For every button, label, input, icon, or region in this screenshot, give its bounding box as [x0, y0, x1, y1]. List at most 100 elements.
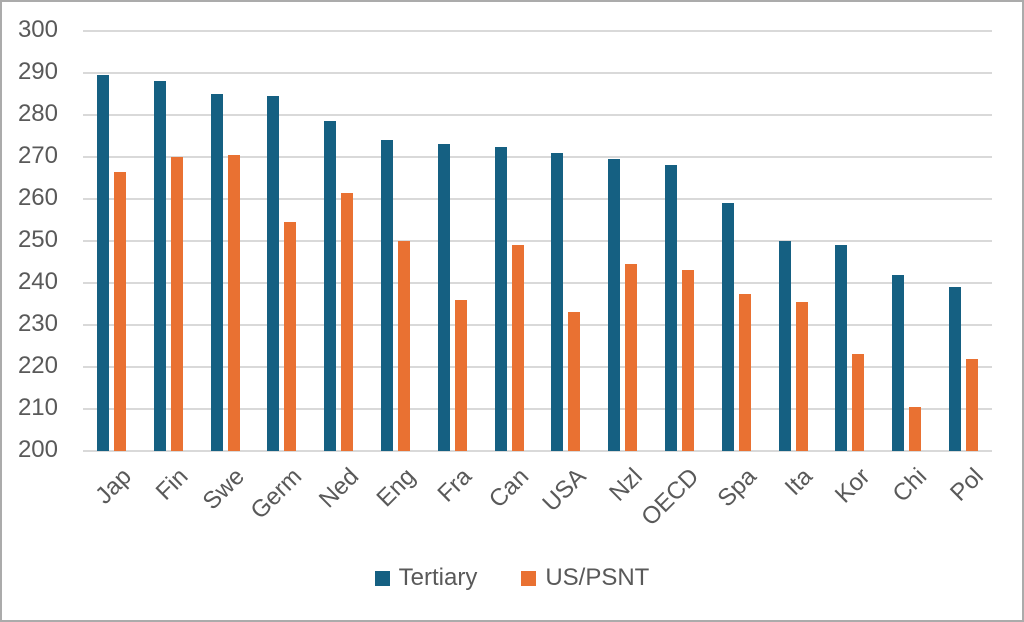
category-label: Eng: [371, 463, 421, 513]
us-psnt-bar: [625, 264, 638, 451]
x-axis-tick: Ned: [310, 455, 367, 550]
x-axis-tick: Pol: [935, 455, 992, 550]
tertiary-bar: [778, 241, 791, 451]
x-axis-tick: Nzl: [594, 455, 651, 550]
us-psnt-bar: [284, 222, 297, 451]
gridline: [83, 156, 992, 158]
category-label: Chi: [887, 463, 932, 508]
legend-label-tertiary: Tertiary: [398, 564, 478, 591]
category-label: Swe: [198, 463, 251, 516]
bar-group: [424, 31, 481, 451]
category-label: Fra: [432, 463, 478, 508]
bar-group: [878, 31, 935, 451]
y-axis-tick-label: 260: [17, 183, 58, 211]
category-label: Ned: [313, 463, 364, 514]
category-label: Kor: [829, 463, 876, 509]
plot-area: [83, 30, 992, 452]
y-axis-tick-label: 210: [17, 393, 58, 421]
tertiary-bar: [267, 96, 280, 451]
tertiary-bar: [96, 75, 109, 451]
category-label: Ita: [780, 463, 819, 501]
x-axis-tick: USA: [537, 455, 595, 550]
gridline: [83, 114, 992, 116]
bar-group: [310, 31, 367, 451]
us-psnt-bar: [170, 157, 183, 451]
gridline: [83, 408, 992, 410]
x-axis-tick: Ita: [765, 455, 822, 550]
us-psnt-bar: [966, 358, 979, 451]
category-label: Spa: [712, 463, 762, 513]
us-psnt-bar: [682, 270, 695, 451]
x-axis-tick: Swe: [197, 455, 254, 550]
bar-group: [708, 31, 765, 451]
us-psnt-bar: [341, 192, 354, 451]
legend-swatch-us-psnt: [521, 570, 537, 586]
gridline: [83, 324, 992, 326]
x-axis: Jap Fin Swe Germ Ned Eng Fra Can USA Nzl OECD Spa It…: [83, 455, 992, 550]
gridline: [83, 282, 992, 284]
y-axis-tick-label: 230: [17, 309, 58, 337]
y-axis-tick-label: 290: [17, 57, 58, 85]
y-axis-tick-label: 220: [17, 351, 58, 379]
tertiary-bar: [665, 165, 678, 451]
x-axis-tick: Can: [481, 455, 538, 550]
y-axis-tick-label: 240: [17, 267, 58, 295]
bar-group: [651, 31, 708, 451]
x-axis-tick: Germ: [245, 455, 310, 550]
tertiary-bar: [324, 121, 337, 451]
us-psnt-bar: [397, 241, 410, 451]
us-psnt-bar: [454, 299, 467, 451]
bar-group: [83, 31, 140, 451]
category-label: Can: [483, 463, 535, 514]
y-axis-tick-label: 300: [17, 15, 58, 43]
bar-group: [765, 31, 822, 451]
tertiary-bar: [949, 287, 962, 451]
bar-group: [481, 31, 538, 451]
gridlines-layer: [83, 30, 992, 452]
bar-group: [367, 31, 424, 451]
gridline: [83, 366, 992, 368]
y-axis-tick-label: 270: [17, 141, 58, 169]
us-psnt-bar: [568, 312, 581, 451]
tertiary-bar: [551, 152, 564, 451]
x-axis-tick: Spa: [708, 455, 765, 550]
tertiary-bar: [153, 81, 166, 451]
bar-group: [253, 31, 310, 451]
tertiary-bar: [892, 274, 905, 451]
us-psnt-bar: [511, 245, 524, 451]
us-psnt-bar: [795, 301, 808, 451]
us-psnt-bar: [227, 154, 240, 451]
category-label: Nzl: [604, 463, 648, 507]
us-psnt-bar: [909, 406, 922, 451]
legend-item-us-psnt: US/PSNT: [521, 564, 649, 592]
us-psnt-bar: [113, 171, 126, 451]
tertiary-bar: [608, 159, 621, 451]
x-axis-tick: Kor: [822, 455, 879, 550]
bar-group: [935, 31, 992, 451]
gridline: [83, 198, 992, 200]
bars-layer: [83, 31, 992, 451]
y-axis-tick-label: 250: [17, 225, 58, 253]
tertiary-bar: [210, 94, 223, 451]
category-label: USA: [537, 463, 591, 517]
bar-group: [594, 31, 651, 451]
category-label: Fin: [150, 463, 194, 506]
legend-item-tertiary: Tertiary: [374, 564, 478, 592]
tertiary-bar: [380, 140, 393, 451]
tertiary-bar: [721, 203, 734, 451]
legend-swatch-tertiary: [374, 570, 390, 586]
us-psnt-bar: [738, 293, 751, 451]
tertiary-bar: [835, 245, 848, 451]
category-label: Jap: [90, 463, 137, 510]
x-axis-tick: Fin: [140, 455, 197, 550]
gridline: [83, 30, 992, 32]
tertiary-bar: [494, 146, 507, 451]
legend: Tertiary US/PSNT: [2, 564, 1022, 592]
bar-group: [822, 31, 879, 451]
category-label: Germ: [245, 463, 307, 525]
category-label: Pol: [945, 463, 989, 507]
bar-group: [140, 31, 197, 451]
bar-group: [197, 31, 254, 451]
y-axis-tick-label: 280: [17, 99, 58, 127]
